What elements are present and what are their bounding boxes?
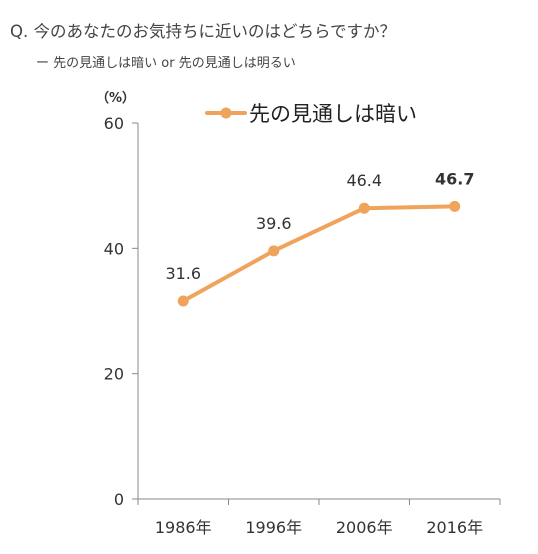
data-label: 31.6 — [165, 264, 201, 283]
data-point — [177, 295, 189, 307]
x-tick-label: 1986年 — [155, 518, 212, 537]
y-tick-label: 60 — [104, 114, 124, 133]
data-label: 46.4 — [346, 171, 382, 190]
data-label: 46.7 — [435, 169, 474, 188]
subtitle-text: ー 先の見通しは暗い or 先の見通しは明るい — [36, 56, 296, 71]
data-point — [358, 202, 370, 214]
y-tick-label: 40 — [104, 239, 124, 258]
legend-marker — [220, 107, 232, 119]
x-tick-label: 1996年 — [245, 518, 302, 537]
legend-label: 先の見通しは暗い — [249, 102, 417, 126]
data-point — [268, 245, 280, 257]
y-tick-label: 0 — [114, 490, 124, 509]
data-point — [449, 200, 461, 212]
question-text: Q. 今のあなたのお気持ちに近いのはどちらですか？ — [10, 22, 396, 41]
y-tick-label: 20 — [104, 365, 124, 384]
x-tick-label: 2016年 — [426, 518, 483, 537]
x-tick-label: 2006年 — [336, 518, 393, 537]
y-unit-label: （%） — [96, 90, 135, 106]
series-line — [181, 204, 457, 303]
data-label: 39.6 — [256, 214, 292, 233]
